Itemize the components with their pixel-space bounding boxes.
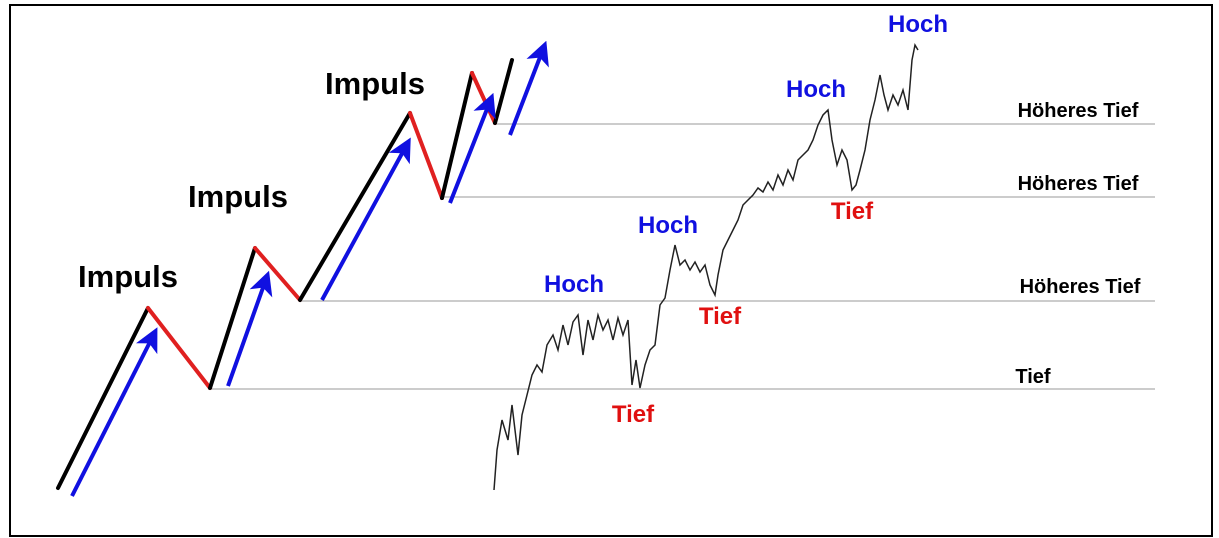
low-label: Tief: [612, 401, 655, 428]
high-label: Hoch: [638, 212, 698, 239]
low-label: Tief: [699, 303, 742, 330]
impulse-arrows: [70, 40, 549, 497]
low-label: Tief: [831, 198, 874, 225]
level-labels: Höheres Tief Höheres Tief Höheres Tief T…: [1015, 100, 1140, 388]
impulse-label: Impuls: [78, 259, 178, 294]
price-chart: [493, 42, 919, 491]
level-label: Höheres Tief: [1020, 276, 1141, 298]
level-label: Höheres Tief: [1018, 173, 1139, 195]
level-label: Tief: [1015, 366, 1051, 388]
low-labels: Tief Tief Tief: [612, 198, 874, 428]
high-label: Hoch: [786, 76, 846, 103]
frame: [9, 4, 1213, 537]
impulse-label: Impuls: [188, 179, 288, 214]
high-label: Hoch: [544, 271, 604, 298]
impulse-labels: Impuls Impuls Impuls: [78, 66, 425, 294]
level-lines: [210, 123, 1155, 390]
high-labels: Hoch Hoch Hoch Hoch: [544, 11, 948, 298]
impulse-label: Impuls: [325, 66, 425, 101]
level-label: Höheres Tief: [1018, 100, 1139, 122]
high-label: Hoch: [888, 11, 948, 38]
